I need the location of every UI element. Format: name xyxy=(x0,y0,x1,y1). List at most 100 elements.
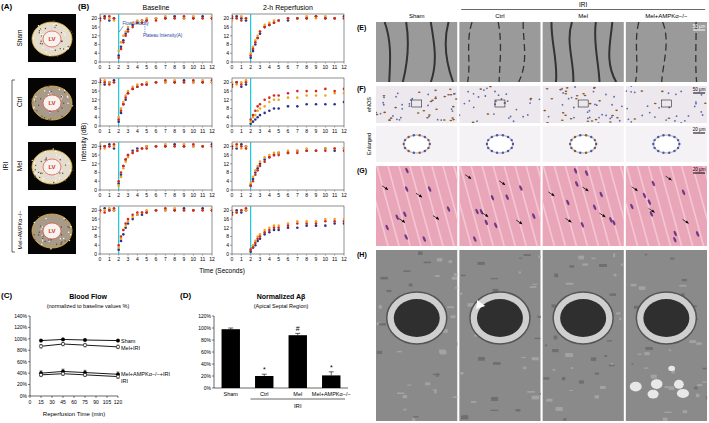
x-tick-label: 12 xyxy=(341,64,347,70)
marker xyxy=(116,375,119,378)
point xyxy=(113,17,116,20)
arrow-head xyxy=(568,219,571,222)
y-tick xyxy=(212,352,214,353)
stain xyxy=(449,120,452,122)
plot-area xyxy=(222,328,341,388)
arrow xyxy=(582,187,588,191)
speckle xyxy=(54,27,55,28)
nucleus xyxy=(478,96,480,98)
x-tick-label: 6 xyxy=(155,256,158,262)
point xyxy=(277,19,280,22)
point xyxy=(249,118,252,121)
y-tick-label: 20 xyxy=(91,207,97,213)
stain xyxy=(564,114,567,116)
x-tick-label: 5 xyxy=(145,64,148,70)
speckle xyxy=(45,28,46,29)
y-tick xyxy=(230,181,232,182)
vessel-image xyxy=(459,22,540,82)
column-header: Baseline xyxy=(143,4,170,11)
point xyxy=(113,81,116,84)
y-tick-label: 0 xyxy=(94,251,97,257)
red-cell xyxy=(477,299,523,337)
arrow-head xyxy=(419,194,422,197)
texture xyxy=(397,392,404,394)
point xyxy=(211,209,212,212)
nucleus xyxy=(605,115,607,117)
point xyxy=(287,105,290,108)
texture xyxy=(594,395,599,398)
y-tick-label: 20% xyxy=(201,373,212,379)
point xyxy=(131,152,134,155)
point xyxy=(145,147,148,150)
point xyxy=(277,94,280,97)
stain xyxy=(404,139,406,141)
x-tick-label: 7 xyxy=(296,64,299,70)
speckle xyxy=(35,100,36,101)
y-tick xyxy=(28,396,30,397)
texture xyxy=(663,418,668,421)
reference-line xyxy=(250,142,251,190)
y-tick-label: 60% xyxy=(17,359,28,365)
reference-line xyxy=(118,206,119,254)
point xyxy=(235,143,238,146)
fiber xyxy=(482,166,504,246)
point xyxy=(136,211,139,214)
x-tick-label: 3 xyxy=(259,192,262,198)
error-bar xyxy=(228,328,233,329)
texture xyxy=(578,256,584,260)
texture xyxy=(645,254,647,256)
stain xyxy=(507,150,509,152)
vacuole xyxy=(668,366,675,371)
texture xyxy=(424,262,431,264)
stain xyxy=(594,147,596,149)
speckle xyxy=(66,48,67,49)
axis-title: Reperfusion Time (min) xyxy=(43,411,105,417)
x-tick-label: 9 xyxy=(183,192,186,198)
arrow-head xyxy=(502,182,505,185)
x-tick-label: 7 xyxy=(164,192,167,198)
texture xyxy=(535,338,541,339)
enlarged-image xyxy=(542,126,623,162)
speckle xyxy=(61,107,62,108)
fiber xyxy=(471,166,493,246)
x-tick-label: 4 xyxy=(268,192,271,198)
point xyxy=(324,149,327,152)
series-label: IRI xyxy=(121,378,129,384)
point xyxy=(122,165,125,168)
nucleus xyxy=(598,117,600,119)
nucleus xyxy=(399,119,401,121)
speckle xyxy=(34,100,35,101)
x-tick-label: 1 xyxy=(108,192,111,198)
point xyxy=(343,149,344,152)
y-tick xyxy=(230,44,232,45)
speckle xyxy=(40,31,41,32)
nucleus xyxy=(493,222,498,228)
lv-label: LV xyxy=(48,164,55,170)
stain xyxy=(407,150,409,152)
stain xyxy=(430,101,433,103)
point xyxy=(245,147,248,150)
point xyxy=(315,103,318,106)
y-tick xyxy=(230,91,232,92)
nucleus xyxy=(642,192,647,198)
point xyxy=(296,17,299,20)
texture xyxy=(490,278,498,279)
speckle xyxy=(68,48,69,49)
fiber xyxy=(454,166,458,246)
nucleus xyxy=(589,116,591,118)
point xyxy=(245,17,248,20)
stain xyxy=(429,143,431,145)
texture xyxy=(556,407,563,411)
speckle xyxy=(61,41,62,42)
texture xyxy=(569,265,574,267)
nucleus xyxy=(401,108,403,110)
speckle xyxy=(63,48,64,49)
arrow-head xyxy=(519,221,522,224)
nucleus xyxy=(405,167,410,173)
point xyxy=(124,222,127,225)
stain xyxy=(417,112,420,114)
point xyxy=(259,160,262,163)
nucleus xyxy=(479,209,484,215)
x-tick-label: 8 xyxy=(173,256,176,262)
point xyxy=(141,147,144,150)
